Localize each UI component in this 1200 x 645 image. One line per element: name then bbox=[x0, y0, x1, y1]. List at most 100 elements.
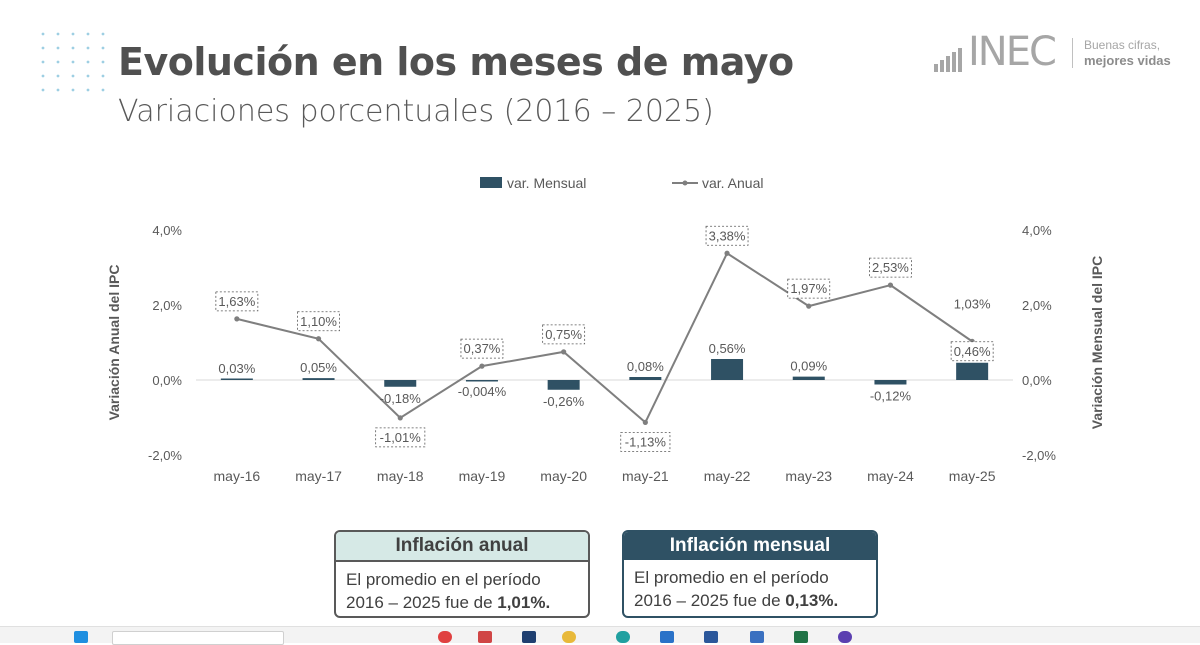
app-icon[interactable] bbox=[704, 631, 718, 643]
point-anual bbox=[887, 282, 894, 288]
logo-divider bbox=[1072, 38, 1073, 68]
app-icon[interactable] bbox=[838, 631, 852, 643]
label-mensual-box bbox=[950, 341, 994, 362]
x-tick-label: may-16 bbox=[214, 468, 261, 484]
monthly-inflation-box: Inflación mensual El promedio en el perí… bbox=[622, 530, 878, 618]
y-tick-right: 4,0% bbox=[1022, 223, 1052, 238]
legend-bar-swatch bbox=[480, 177, 502, 188]
x-tick-label: may-21 bbox=[622, 468, 669, 484]
monthly-inflation-heading: Inflación mensual bbox=[624, 532, 876, 560]
point-anual bbox=[234, 316, 240, 322]
label-anual-box bbox=[869, 257, 912, 278]
point-anual bbox=[479, 363, 485, 369]
label-mensual: 0,09% bbox=[790, 359, 827, 374]
label-anual: 0,75% bbox=[545, 327, 582, 342]
point-anual bbox=[397, 415, 403, 421]
x-tick-label: may-20 bbox=[540, 468, 587, 484]
y-tick-right: 0,0% bbox=[1022, 373, 1052, 388]
bar-mensual bbox=[711, 359, 744, 380]
y-tick-left: 0,0% bbox=[152, 373, 182, 388]
label-anual-box bbox=[705, 225, 749, 246]
annual-inflation-value: 1,01%. bbox=[497, 593, 551, 612]
monthly-inflation-value: 0,13%. bbox=[785, 591, 839, 610]
label-anual-box bbox=[375, 427, 426, 448]
inec-logo: INEC Buenas cifras, mejores vidas bbox=[932, 30, 1192, 80]
monthly-inflation-line1: El promedio en el período bbox=[634, 568, 829, 587]
logo-bars-icon bbox=[934, 48, 964, 72]
y-tick-right: -2,0% bbox=[1022, 448, 1056, 463]
x-tick-label: may-25 bbox=[949, 468, 996, 484]
legend-line-marker bbox=[682, 180, 688, 186]
x-tick-label: may-24 bbox=[867, 468, 914, 484]
label-anual-box bbox=[460, 338, 504, 359]
label-anual-box bbox=[215, 291, 259, 312]
label-mensual: -0,12% bbox=[870, 389, 912, 404]
app-icon[interactable] bbox=[616, 631, 630, 643]
line-anual bbox=[236, 251, 973, 424]
label-anual: 1,03% bbox=[954, 296, 991, 311]
label-mensual: 0,03% bbox=[218, 361, 255, 376]
y-tick-left: 4,0% bbox=[152, 223, 182, 238]
bar-mensual bbox=[220, 378, 253, 380]
label-anual-box bbox=[787, 278, 831, 299]
annual-inflation-box: Inflación anual El promedio en el períod… bbox=[334, 530, 590, 618]
point-anual bbox=[806, 303, 812, 309]
x-tick-label: may-17 bbox=[295, 468, 342, 484]
logo-wordmark: INEC bbox=[968, 29, 1057, 75]
bar-mensual bbox=[547, 380, 580, 390]
point-anual bbox=[315, 336, 322, 342]
logo-tagline-2: mejores vidas bbox=[1084, 53, 1171, 68]
label-mensual: 0,05% bbox=[300, 360, 337, 375]
label-anual: 1,97% bbox=[790, 281, 827, 296]
windows-start-icon[interactable] bbox=[74, 631, 88, 643]
y-axis-title-right: Variación Mensual del IPC bbox=[1089, 256, 1105, 430]
bar-mensual bbox=[874, 380, 907, 385]
annual-inflation-line1: El promedio en el período bbox=[346, 570, 541, 589]
point-anual bbox=[561, 349, 567, 355]
bar-mensual bbox=[465, 380, 498, 382]
legend-label-mensual: var. Mensual bbox=[507, 175, 586, 191]
app-icon[interactable] bbox=[660, 631, 674, 643]
monthly-inflation-text: El promedio en el período 2016 – 2025 fu… bbox=[624, 560, 876, 616]
label-anual: 1,10% bbox=[300, 314, 337, 329]
label-anual: -1,13% bbox=[625, 434, 667, 449]
page-title: Evolución en los meses de mayo bbox=[118, 40, 794, 84]
point-anual bbox=[724, 250, 730, 256]
search-box[interactable] bbox=[112, 631, 284, 645]
bar-mensual bbox=[302, 378, 335, 380]
taskbar bbox=[0, 626, 1200, 645]
label-mensual: -0,004% bbox=[458, 384, 507, 399]
y-tick-left: -2,0% bbox=[148, 448, 182, 463]
monthly-inflation-line2: 2016 – 2025 fue de bbox=[634, 591, 786, 610]
inflation-chart: var. Mensual var. Anual -2,0% -2,0% 0,0% 0,0%… bbox=[106, 175, 1105, 484]
annual-inflation-line2: 2016 – 2025 fue de bbox=[346, 593, 498, 612]
app-icon[interactable] bbox=[794, 631, 808, 643]
label-anual-box bbox=[542, 324, 586, 345]
label-anual: 2,53% bbox=[872, 260, 909, 275]
label-mensual: -0,26% bbox=[543, 394, 585, 409]
label-mensual: 0,56% bbox=[709, 341, 746, 356]
x-tick-label: may-18 bbox=[377, 468, 424, 484]
app-icon[interactable] bbox=[438, 631, 452, 643]
x-tick-label: may-23 bbox=[785, 468, 832, 484]
bar-mensual bbox=[384, 380, 417, 387]
label-mensual: 0,46% bbox=[954, 344, 991, 359]
page-subtitle: Variaciones porcentuales (2016 – 2025) bbox=[118, 94, 714, 129]
bar-mensual bbox=[629, 377, 662, 380]
x-tick-label: may-19 bbox=[459, 468, 506, 484]
y-tick-right: 2,0% bbox=[1022, 298, 1052, 313]
app-icon[interactable] bbox=[522, 631, 536, 643]
point-anual bbox=[642, 419, 648, 425]
app-icon[interactable] bbox=[562, 631, 576, 643]
decorative-dots bbox=[41, 32, 105, 92]
annual-inflation-text: El promedio en el período 2016 – 2025 fu… bbox=[336, 562, 588, 616]
y-tick-left: 2,0% bbox=[152, 298, 182, 313]
label-anual: 1,63% bbox=[218, 294, 255, 309]
legend-label-anual: var. Anual bbox=[702, 175, 764, 191]
app-icon[interactable] bbox=[750, 631, 764, 643]
label-anual-box bbox=[297, 311, 340, 332]
label-anual-box bbox=[620, 431, 671, 452]
app-icon[interactable] bbox=[478, 631, 492, 643]
bar-mensual bbox=[792, 376, 825, 380]
bar-mensual bbox=[956, 362, 989, 380]
